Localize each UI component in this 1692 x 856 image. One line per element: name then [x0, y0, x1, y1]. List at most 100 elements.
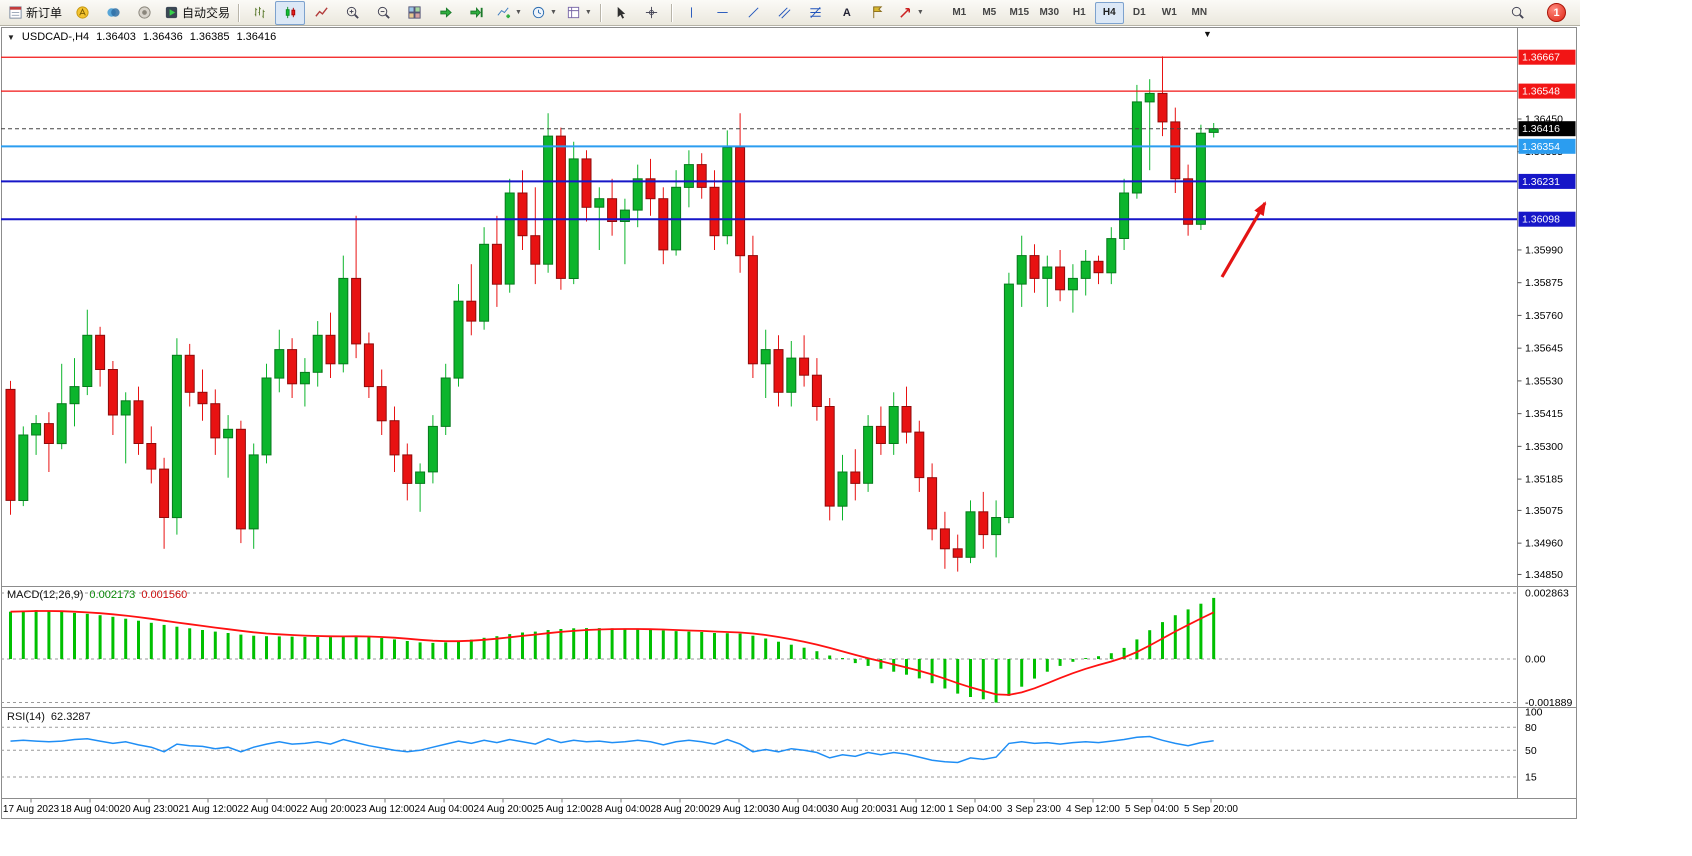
cursor-icon	[618, 6, 626, 19]
chart-shift-button[interactable]	[461, 1, 491, 25]
macd-indicator-label: MACD(12,26,9) 0.002173 0.001560	[7, 589, 187, 601]
trend-arrow[interactable]	[1220, 201, 1267, 278]
templates-button[interactable]: ▼	[562, 1, 596, 25]
rsi-pane[interactable]: 100 80 50 15	[1, 707, 1543, 784]
timeframe-M15[interactable]: M15	[1009, 7, 1029, 18]
timeframe-M5[interactable]: M5	[982, 7, 997, 18]
auto-scroll-button[interactable]	[430, 1, 460, 25]
zoom-in-icon	[346, 6, 359, 19]
price-tick-label: 1.35075	[1525, 505, 1563, 517]
chart-menu-arrow[interactable]: ▼	[1203, 29, 1212, 39]
bar-chart-button[interactable]	[244, 1, 274, 25]
time-label: 17 Aug 2023	[3, 804, 60, 815]
chart-canvas[interactable]: 1.364501.363351.359901.358751.357601.356…	[1, 27, 1577, 819]
macd-scale-label: 0.002863	[1525, 587, 1569, 599]
auto-scroll-icon	[439, 7, 452, 18]
time-axis[interactable]: 17 Aug 2023 18 Aug 04:00 20 Aug 23:00 21 Au…	[3, 799, 1238, 815]
metaeditor-button[interactable]	[67, 1, 97, 25]
candlesticks	[5, 56, 1219, 572]
high-value: 1.36436	[142, 31, 183, 43]
timeframe-MN[interactable]: MN	[1191, 7, 1208, 18]
candlestick-chart-button[interactable]	[275, 0, 306, 25]
autotrading-icon	[165, 6, 178, 19]
fibonacci-button[interactable]	[801, 1, 831, 25]
rsi-value: 62.3287	[50, 711, 91, 723]
price-tick-label: 1.35645	[1525, 343, 1563, 355]
line-chart-button[interactable]	[306, 1, 336, 25]
toolbar-separator	[670, 3, 673, 22]
dropdown-caret-icon: ▼	[584, 9, 592, 16]
low-value: 1.36385	[189, 31, 230, 43]
macd-scale-label: 0.00	[1525, 654, 1546, 666]
chart-ohlc-header: ▼ USDCAD-,H4 1.36403 1.36436 1.36385 1.3…	[7, 31, 276, 43]
tile-windows-icon	[407, 6, 421, 19]
profiles-button[interactable]: ▼	[527, 1, 561, 25]
price-badge-text: 1.36231	[1522, 176, 1560, 188]
price-tick-label: 1.35875	[1525, 277, 1563, 289]
price-badge-text: 1.36098	[1522, 214, 1560, 226]
new-order-button[interactable]: 新订单	[4, 1, 66, 25]
search-button[interactable]	[1502, 1, 1532, 25]
fibonacci-icon	[810, 7, 821, 18]
timeframe-M30[interactable]: M30	[1039, 7, 1059, 18]
tile-windows-button[interactable]	[399, 1, 429, 25]
time-label: 22 Aug 04:00	[238, 804, 297, 815]
crosshair-button[interactable]	[637, 1, 667, 25]
time-label: 18 Aug 04:00	[61, 804, 120, 815]
time-label: 28 Aug 04:00	[592, 804, 651, 815]
time-label: 29 Aug 12:00	[710, 804, 769, 815]
chart-window: 1.364501.363351.359901.358751.357601.356…	[1, 27, 1577, 819]
macd-signal-value: 0.001560	[141, 589, 188, 601]
current-price-badge	[1518, 121, 1576, 137]
zoom-out-button[interactable]	[368, 1, 398, 25]
arrow-objects-button[interactable]: ▼	[894, 1, 928, 25]
flag-icon	[873, 6, 883, 19]
time-label: 30 Aug 04:00	[769, 804, 828, 815]
time-label: 23 Aug 12:00	[356, 804, 415, 815]
price-badge	[1518, 49, 1576, 65]
candlestick-chart-icon	[285, 6, 295, 19]
autotrading-button[interactable]: 自动交易	[160, 1, 234, 25]
clock-icon	[532, 6, 545, 19]
cursor-button[interactable]	[606, 1, 636, 25]
time-label: 30 Aug 20:00	[828, 804, 887, 815]
trendline-icon	[748, 7, 759, 18]
price-tick-label: 1.34850	[1525, 569, 1563, 581]
indicators-button[interactable]: ▼	[492, 1, 526, 25]
rsi-scale-label: 15	[1525, 772, 1537, 784]
label-tool-button[interactable]	[863, 1, 893, 25]
arrow-tool-icon	[900, 8, 910, 18]
line-chart-icon	[314, 7, 328, 17]
new-order-icon	[9, 6, 22, 19]
price-tick-label: 1.35415	[1525, 408, 1563, 420]
market-watch-icon	[106, 8, 120, 17]
macd-pane[interactable]: 0.002863 0.00 -0.001889	[1, 587, 1572, 709]
notification-badge[interactable]: 1	[1547, 3, 1566, 22]
horizontal-line-button[interactable]	[708, 1, 738, 25]
vertical-line-button[interactable]	[677, 1, 707, 25]
time-label: 24 Aug 20:00	[474, 804, 533, 815]
channel-button[interactable]	[770, 1, 800, 25]
toolbar-separator	[238, 3, 241, 22]
timeframe-W1[interactable]: W1	[1161, 7, 1177, 18]
text-tool-button[interactable]: A	[832, 1, 862, 25]
trendline-button[interactable]	[739, 1, 769, 25]
timeframe-H1[interactable]: H1	[1072, 7, 1086, 18]
macd-name: MACD(12,26,9)	[7, 589, 84, 601]
macd-signal-line	[10, 610, 1215, 696]
zoom-in-button[interactable]	[337, 1, 367, 25]
timeframe-H4[interactable]: H4	[1094, 1, 1124, 24]
expander-triangle-icon[interactable]: ▼	[7, 32, 15, 42]
price-scale[interactable]: 1.364501.363351.359901.358751.357601.356…	[1517, 49, 1576, 581]
horizontal-line-icon	[717, 12, 728, 13]
market-watch-button[interactable]	[98, 1, 128, 25]
sounds-button[interactable]	[129, 1, 159, 25]
timeframe-M1[interactable]: M1	[952, 7, 967, 18]
price-badge-text: 1.36667	[1522, 52, 1560, 64]
vertical-line-icon	[691, 7, 693, 18]
close-value: 1.36416	[236, 31, 277, 43]
timeframe-D1[interactable]: D1	[1132, 7, 1146, 18]
autotrading-label: 自动交易	[182, 6, 231, 20]
search-icon	[1511, 6, 1524, 19]
